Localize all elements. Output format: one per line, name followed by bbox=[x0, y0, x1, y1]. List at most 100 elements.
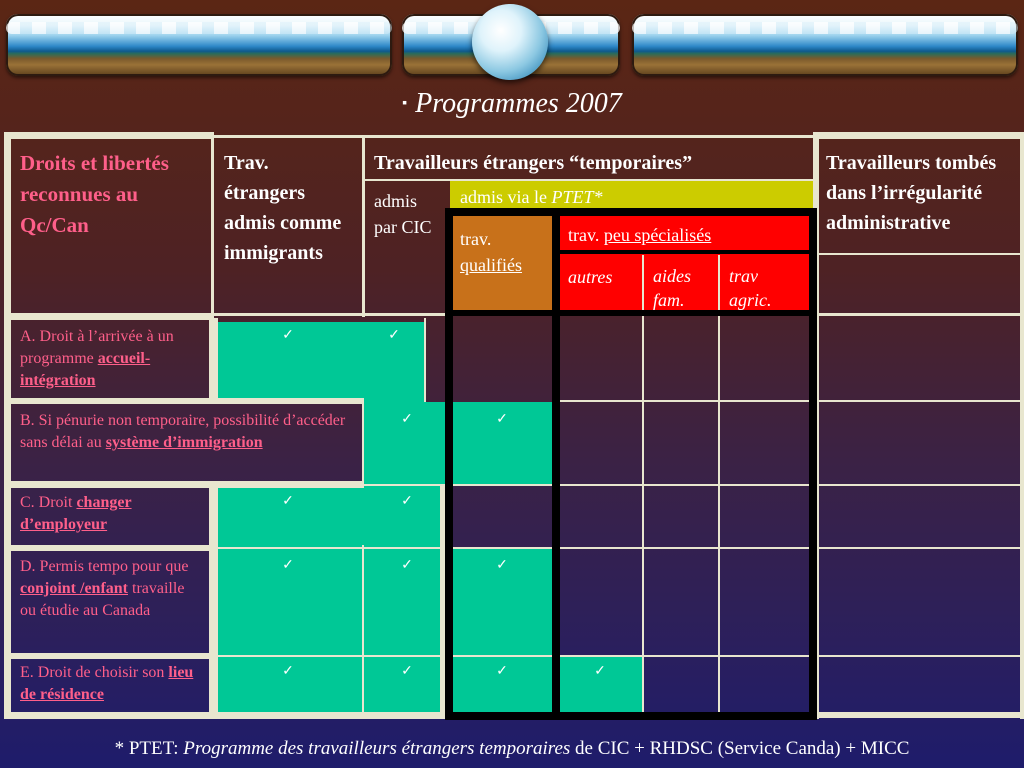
grid-line bbox=[364, 484, 1024, 486]
check-icon: ✓ bbox=[401, 412, 413, 427]
grid-line bbox=[424, 318, 426, 402]
cell-d-immigrants bbox=[218, 548, 364, 656]
ptet-frame-top bbox=[445, 208, 815, 216]
check-icon: ✓ bbox=[282, 664, 294, 679]
low-skilled-prefix: trav. bbox=[568, 225, 604, 245]
check-icon: ✓ bbox=[594, 664, 606, 679]
grid-line bbox=[813, 253, 1024, 255]
header-rights: Droits et libertés reconnues au Qc/Can bbox=[12, 142, 210, 247]
grid-line bbox=[4, 313, 214, 320]
grid-line bbox=[362, 398, 364, 488]
header-banner-left bbox=[6, 14, 392, 76]
grid-line bbox=[4, 712, 450, 719]
grid-line bbox=[4, 132, 11, 719]
grid-line bbox=[4, 132, 214, 139]
ptet-prefix: admis via le bbox=[460, 187, 552, 207]
header-irregular: Travailleurs tombés dans l’irrégularité … bbox=[818, 142, 1020, 244]
grid-line bbox=[218, 547, 1024, 549]
ptet-frame-mid bbox=[552, 208, 560, 720]
header-low-skilled: trav. peu spécialisés bbox=[560, 220, 810, 254]
grid-line bbox=[364, 179, 814, 181]
cell-e-autres bbox=[555, 656, 643, 712]
cell-e-cic bbox=[364, 656, 450, 712]
header-irregular-text: Travailleurs tombés dans l’irrégularité … bbox=[826, 152, 997, 234]
grid-line bbox=[214, 313, 450, 316]
footnote-suffix: de CIC + RHDSC (Service Canda) + MICC bbox=[570, 738, 910, 759]
subheader-agric: trav agric. bbox=[721, 258, 809, 318]
ptet-header-fill bbox=[450, 180, 813, 212]
qualified-divider bbox=[450, 310, 555, 316]
row-c-label: C. Droit changer d’employeur bbox=[12, 486, 208, 542]
header-temporary: Travailleurs étrangers “temporaires” bbox=[366, 142, 812, 184]
check-icon: ✓ bbox=[401, 558, 413, 573]
cell-d-cic bbox=[364, 548, 450, 656]
qualifies-prefix: trav. bbox=[460, 229, 492, 249]
check-icon: ✓ bbox=[496, 664, 508, 679]
cell-e-immigrants bbox=[218, 656, 364, 712]
ptet-frame-left bbox=[445, 208, 453, 720]
subheader-autres: autres bbox=[560, 258, 642, 296]
row-b-prefix: B. Si pénurie non temporaire, possibilit… bbox=[20, 412, 346, 451]
header-immigrants: Trav. étrangers admis comme immigrants bbox=[216, 142, 362, 274]
cell-a-immigrants bbox=[218, 322, 364, 398]
cell-d-qualifies bbox=[450, 548, 555, 656]
low-skilled-divider bbox=[555, 250, 813, 254]
row-d-prefix: D. Permis tempo pour que bbox=[20, 558, 189, 575]
row-a-prefix: A. Droit à l’arrivée à un programme bbox=[20, 328, 174, 367]
check-icon: ✓ bbox=[282, 494, 294, 509]
title-text: Programmes 2007 bbox=[415, 88, 622, 119]
row-a-label: A. Droit à l’arrivée à un programme accu… bbox=[12, 320, 208, 398]
row-b-link[interactable]: système d’immigration bbox=[105, 434, 263, 451]
bullet-icon: ▪ bbox=[402, 96, 408, 111]
low-skilled-header-fill bbox=[555, 212, 813, 315]
row-e-prefix: E. Droit de choisir son bbox=[20, 664, 169, 681]
header-admis-ptet: admis via le PTET* bbox=[452, 181, 812, 216]
low-skilled-link[interactable]: peu spécialisés bbox=[603, 225, 712, 245]
check-icon: ✓ bbox=[496, 412, 508, 427]
grid-line bbox=[1020, 132, 1024, 719]
subheader-autres-text: autres bbox=[568, 267, 613, 287]
grid-line bbox=[718, 255, 720, 717]
header-admis-cic-text: admis par CIC bbox=[374, 191, 432, 237]
row-d-label: D. Permis tempo pour que conjoint /enfan… bbox=[12, 550, 208, 628]
header-rights-text: Droits et libertés reconnues au Qc/Can bbox=[20, 151, 169, 237]
header-qualifies: trav. qualifiés bbox=[452, 220, 552, 284]
cell-c-cic bbox=[364, 486, 450, 548]
check-icon: ✓ bbox=[282, 558, 294, 573]
row-a-link[interactable]: accueil-intégration bbox=[20, 350, 151, 389]
row-d-link[interactable]: conjoint /enfant bbox=[20, 580, 128, 597]
row-c-prefix: C. Droit bbox=[20, 494, 77, 511]
check-icon: ✓ bbox=[282, 328, 294, 343]
qualifies-link[interactable]: qualifiés bbox=[460, 255, 522, 275]
grid-line bbox=[218, 655, 1024, 657]
header-immigrants-text: Trav. étrangers admis comme immigrants bbox=[224, 152, 342, 264]
check-icon: ✓ bbox=[496, 558, 508, 573]
globe-icon bbox=[472, 4, 548, 80]
row-e-label: E. Droit de choisir son lieu de résidenc… bbox=[12, 656, 208, 712]
grid-line bbox=[642, 255, 644, 717]
ptet-italic: PTET* bbox=[551, 187, 603, 207]
grid-line bbox=[4, 653, 218, 659]
grid-line bbox=[813, 132, 1024, 139]
grid-line bbox=[362, 135, 365, 317]
ptet-frame-right bbox=[809, 208, 817, 720]
row-e-link[interactable]: lieu de résidence bbox=[20, 664, 194, 703]
footnote: * PTET: Programme des travailleurs étran… bbox=[0, 738, 1024, 760]
grid-line bbox=[362, 545, 364, 715]
grid-line bbox=[4, 545, 218, 551]
cell-b-cic bbox=[364, 402, 450, 486]
qualified-header-fill bbox=[450, 212, 555, 315]
header-banner-right bbox=[632, 14, 1018, 76]
row-c-link[interactable]: changer d’employeur bbox=[20, 494, 132, 533]
grid-line bbox=[813, 712, 1024, 718]
cell-a-cic bbox=[364, 322, 424, 402]
grid-line bbox=[209, 484, 218, 719]
subheader-aides-text: aides fam. bbox=[653, 266, 691, 310]
grid-line bbox=[214, 135, 814, 138]
grid-line bbox=[209, 318, 218, 402]
check-icon: ✓ bbox=[388, 328, 400, 343]
cell-c-immigrants bbox=[218, 486, 364, 548]
header-temporary-text: Travailleurs étrangers “temporaires” bbox=[374, 152, 693, 174]
ptet-frame-bottom bbox=[445, 712, 817, 720]
